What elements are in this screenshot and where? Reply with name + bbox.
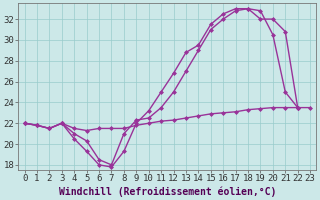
X-axis label: Windchill (Refroidissement éolien,°C): Windchill (Refroidissement éolien,°C) xyxy=(59,186,276,197)
